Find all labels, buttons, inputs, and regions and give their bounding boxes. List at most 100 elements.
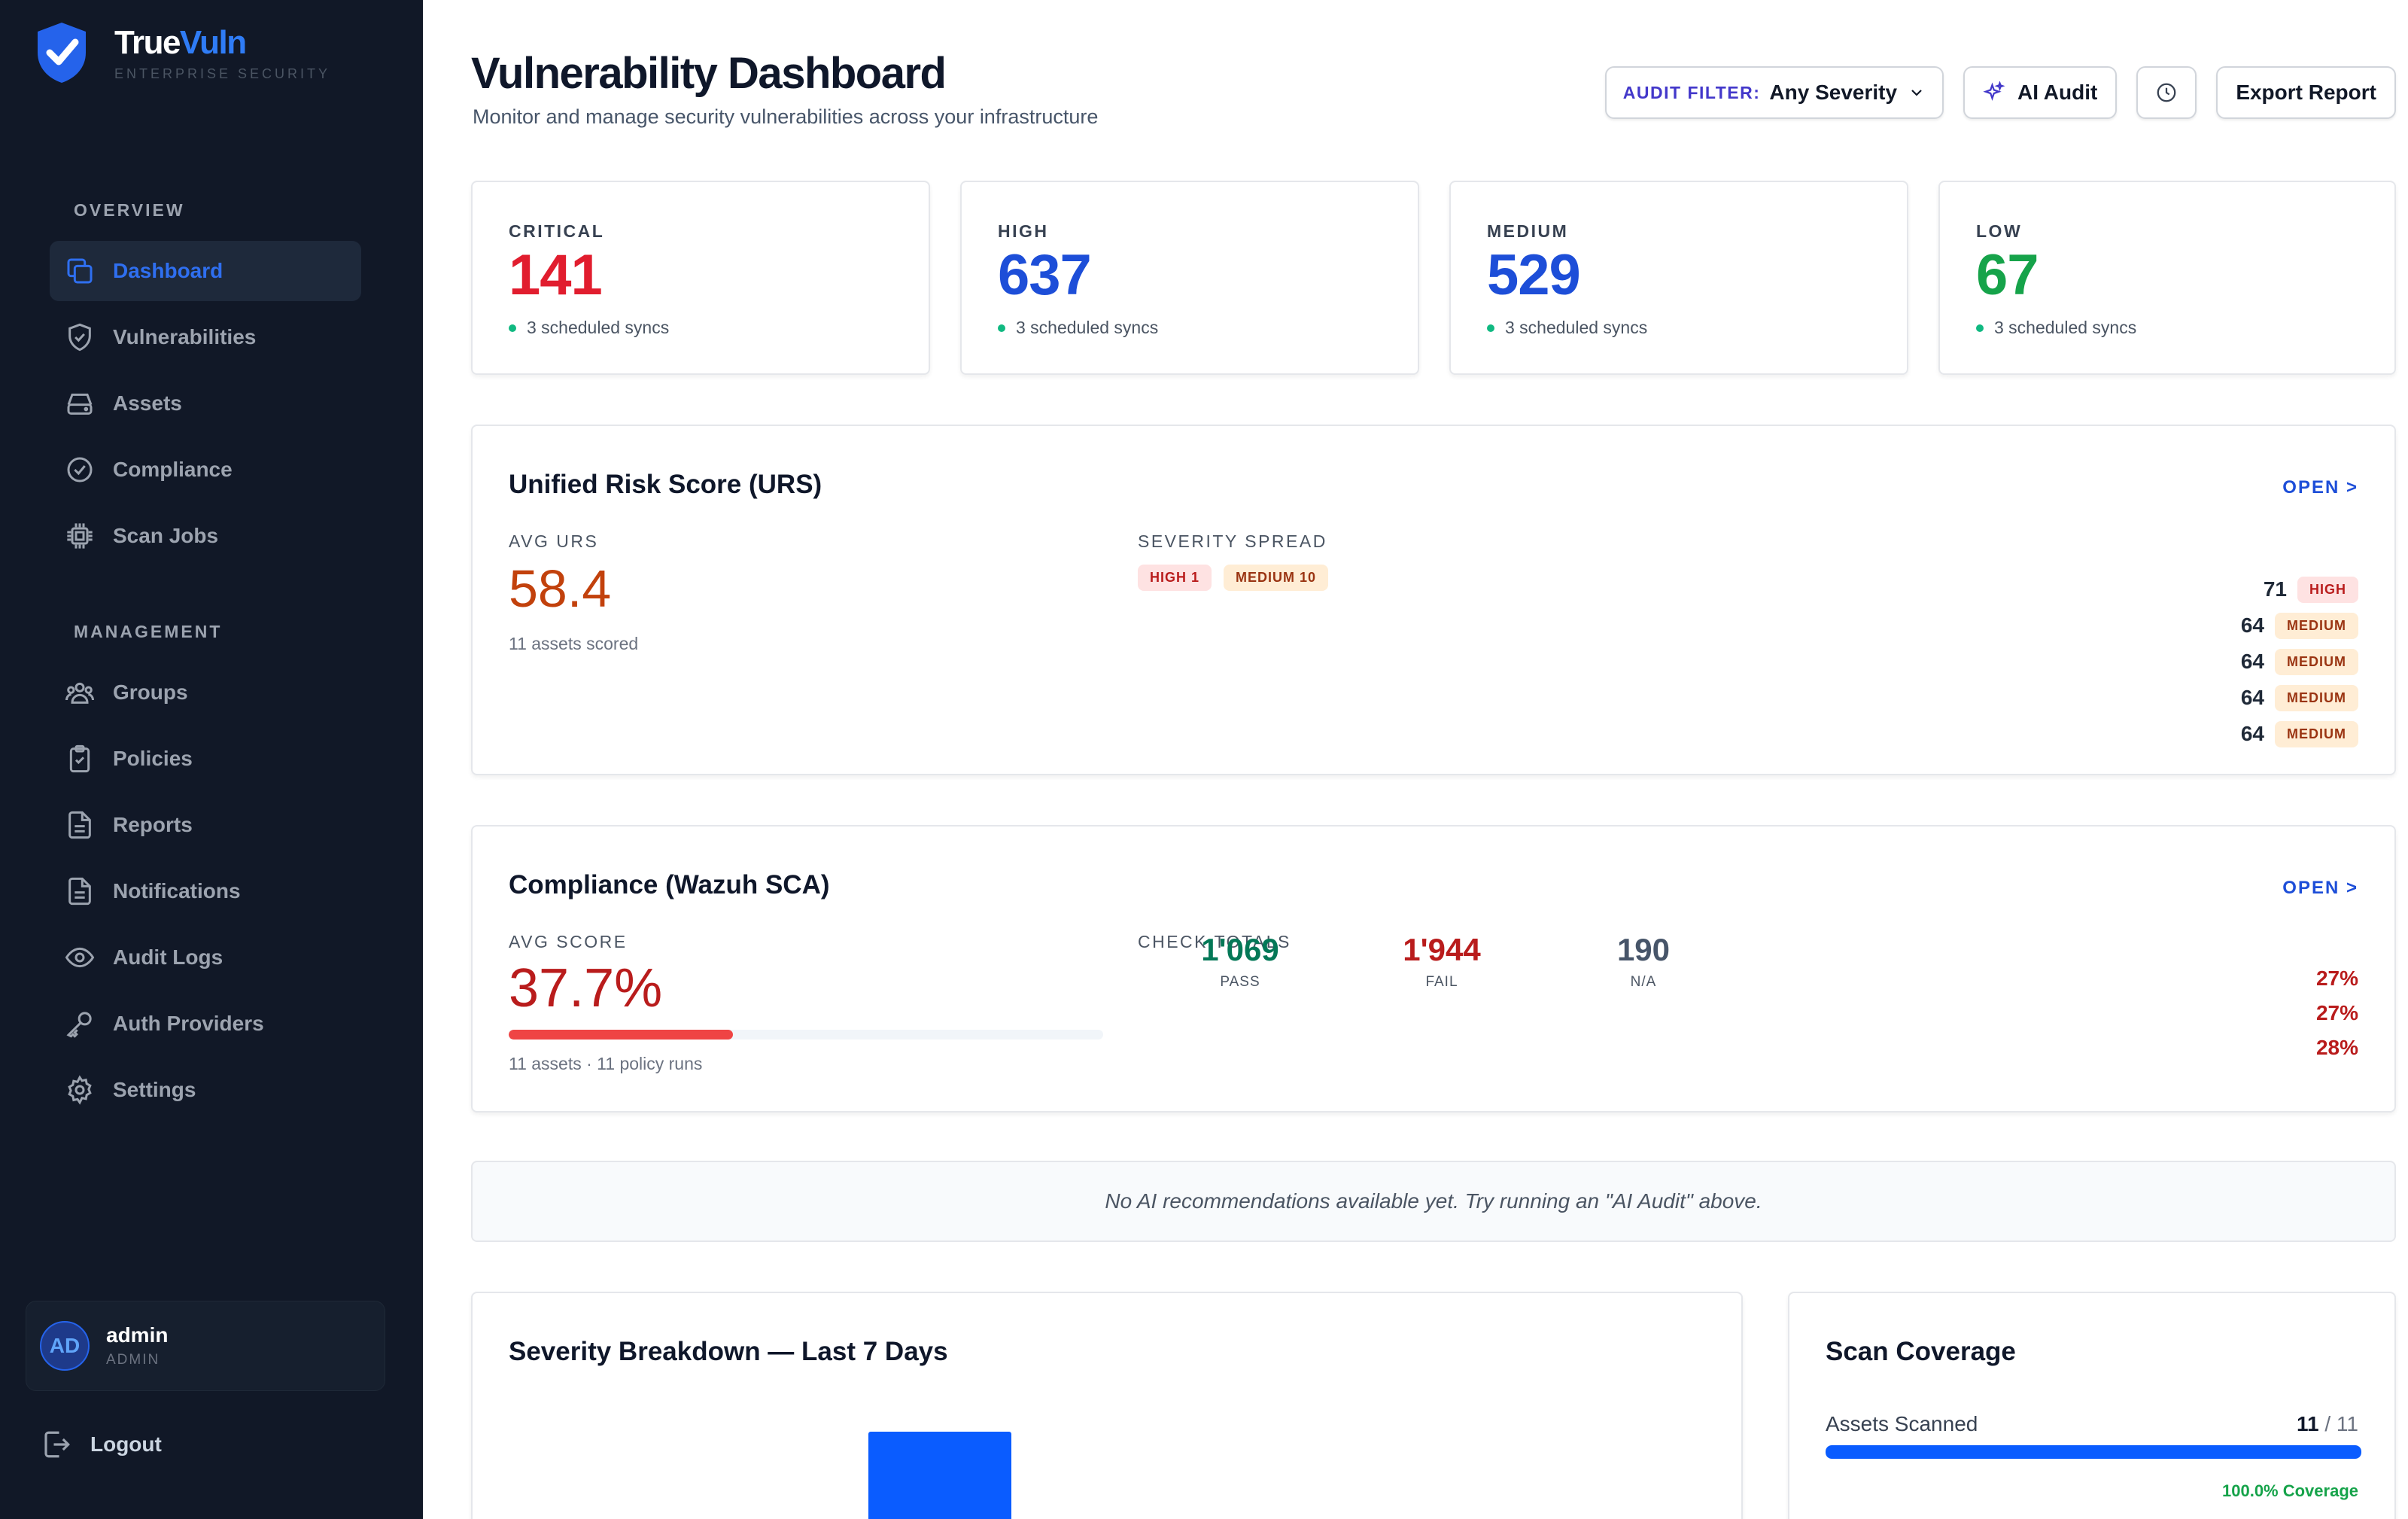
stat-label: CRITICAL	[509, 221, 605, 241]
coverage-progress	[1826, 1445, 2361, 1459]
list-item[interactable]: 64 MEDIUM	[2241, 647, 2358, 676]
stat-value: 529	[1487, 243, 1581, 307]
spread-pill-high: HIGH 1	[1138, 565, 1212, 591]
history-button[interactable]	[2136, 66, 2197, 119]
stat-footnote: 3 scheduled syncs	[998, 318, 1158, 338]
logout-icon	[44, 1431, 70, 1458]
avatar: AD	[40, 1321, 90, 1371]
stat-label: MEDIUM	[1487, 221, 1569, 241]
shield-check-logo-icon	[38, 23, 86, 83]
audit-filter-select[interactable]: AUDIT FILTER: Any Severity	[1604, 66, 1944, 119]
stat-label: LOW	[1976, 221, 2023, 241]
check-circle-icon	[63, 453, 96, 486]
document-icon	[63, 808, 96, 842]
audit-filter-value: Any Severity	[1769, 81, 1898, 104]
sidebar-item-label: Assets	[113, 391, 182, 415]
severity-badge: MEDIUM	[2275, 684, 2358, 711]
compliance-card: Compliance (Wazuh SCA) OPEN > AVG SCORE …	[471, 825, 2396, 1113]
hard-drive-icon	[63, 387, 96, 420]
brand-name: TrueVuln	[114, 24, 247, 61]
audit-filter-label: AUDIT FILTER:	[1622, 82, 1761, 102]
sidebar-item-label: Notifications	[113, 879, 241, 903]
sidebar-item-groups[interactable]: Groups	[50, 662, 361, 723]
export-report-button[interactable]: Export Report	[2216, 66, 2396, 119]
stat-card-low[interactable]: LOW 67 3 scheduled syncs	[1938, 181, 2396, 375]
stat-card-high[interactable]: HIGH 637 3 scheduled syncs	[960, 181, 1419, 375]
compliance-open-link[interactable]: OPEN >	[2282, 878, 2358, 898]
urs-open-link[interactable]: OPEN >	[2282, 477, 2358, 498]
brand[interactable]: TrueVuln ENTERPRISE SECURITY	[35, 21, 330, 84]
nav-section-management: MANAGEMENT	[74, 622, 223, 641]
sidebar-item-label: Groups	[113, 680, 188, 704]
stat-footnote: 3 scheduled syncs	[1976, 318, 2136, 338]
stat-card-medium[interactable]: MEDIUM 529 3 scheduled syncs	[1449, 181, 1908, 375]
stat-footnote: 3 scheduled syncs	[509, 318, 669, 338]
sparkles-icon	[1983, 81, 2005, 101]
top-urs-list: 71 HIGH 64 MEDIUM 64 MEDIUM 64 MEDIUM 64 MEDI…	[2241, 575, 2358, 748]
avg-score-progress-fill	[509, 1030, 733, 1040]
stat-value: 67	[1976, 243, 2039, 307]
severity-badge: MEDIUM	[2275, 720, 2358, 747]
list-item[interactable]: 64 MEDIUM	[2241, 720, 2358, 748]
check-total-fail: 1'944 FAIL	[1403, 932, 1481, 990]
severity-breakdown-title: Severity Breakdown — Last 7 Days	[509, 1337, 948, 1366]
compliance-percent-list: 27% 27% 28%	[2316, 966, 2358, 1060]
list-item[interactable]: 27%	[2315, 1001, 2358, 1024]
user-card[interactable]: AD admin ADMIN	[26, 1301, 385, 1391]
list-item[interactable]: 64 MEDIUM	[2241, 611, 2358, 640]
main-content: Vulnerability Dashboard Monitor and mana…	[423, 0, 2408, 1519]
severity-spread-label: SEVERITY SPREAD	[1138, 531, 1327, 551]
stat-footnote: 3 scheduled syncs	[1487, 318, 1647, 338]
sidebar-item-notifications[interactable]: Notifications	[50, 861, 361, 921]
sidebar-item-label: Scan Jobs	[113, 524, 219, 547]
sidebar-item-label: Reports	[113, 813, 193, 836]
list-item[interactable]: 64 MEDIUM	[2241, 683, 2358, 712]
avg-score-value: 37.7%	[509, 958, 663, 1018]
status-dot	[509, 324, 516, 332]
status-dot	[1487, 324, 1494, 332]
clock-icon	[2157, 83, 2176, 102]
clipboard-check-icon	[63, 742, 96, 775]
ai-audit-button[interactable]: AI Audit	[1963, 66, 2118, 119]
ai-audit-label: AI Audit	[2017, 81, 2098, 104]
status-dot	[1976, 324, 1984, 332]
list-item[interactable]: 71 HIGH	[2264, 575, 2358, 604]
chevron-down-icon	[1911, 90, 1922, 96]
document-icon	[63, 875, 96, 908]
export-report-label: Export Report	[2236, 81, 2376, 104]
assets-scanned-count: 11 / 11	[2296, 1412, 2358, 1435]
sidebar-item-assets[interactable]: Assets	[50, 373, 361, 434]
check-total-pass: 1'069 PASS	[1201, 932, 1279, 990]
assets-scanned-label: Assets Scanned	[1826, 1412, 1978, 1435]
gear-icon	[63, 1073, 96, 1107]
brand-subtitle: ENTERPRISE SECURITY	[114, 66, 331, 81]
sidebar-item-label: Audit Logs	[113, 945, 223, 969]
sidebar-item-auth-providers[interactable]: Auth Providers	[50, 994, 361, 1054]
sidebar-item-scan-jobs[interactable]: Scan Jobs	[50, 506, 361, 566]
header-actions: AUDIT FILTER: Any Severity AI Audit Expo…	[1604, 66, 2396, 119]
status-dot	[998, 324, 1005, 332]
sidebar-item-audit-logs[interactable]: Audit Logs	[50, 927, 361, 988]
sidebar-item-reports[interactable]: Reports	[50, 795, 361, 855]
sidebar-item-policies[interactable]: Policies	[50, 729, 361, 789]
urs-card: Unified Risk Score (URS) OPEN > AVG URS …	[471, 425, 2396, 775]
stat-label: HIGH	[998, 221, 1049, 241]
user-name: admin	[106, 1323, 169, 1347]
copy-squares-icon	[63, 254, 96, 288]
scan-coverage-title: Scan Coverage	[1826, 1337, 2016, 1366]
list-item[interactable]: 27%	[2315, 966, 2358, 990]
stat-card-critical[interactable]: CRITICAL 141 3 scheduled syncs	[471, 181, 930, 375]
list-item[interactable]: 28%	[2315, 1036, 2358, 1059]
sidebar-item-compliance[interactable]: Compliance	[50, 440, 361, 500]
logout-button[interactable]: Logout	[41, 1429, 162, 1460]
sidebar-item-dashboard[interactable]: Dashboard	[50, 241, 361, 301]
assets-scored: 11 assets scored	[509, 634, 639, 653]
chart-bar[interactable]	[868, 1432, 1011, 1519]
compliance-title: Compliance (Wazuh SCA)	[509, 870, 830, 900]
sidebar-item-label: Vulnerabilities	[113, 325, 257, 349]
sidebar-item-vulnerabilities[interactable]: Vulnerabilities	[50, 307, 361, 367]
urs-title: Unified Risk Score (URS)	[509, 470, 822, 499]
sidebar-item-label: Dashboard	[113, 259, 223, 282]
sidebar-item-settings[interactable]: Settings	[50, 1060, 361, 1120]
severity-badge: MEDIUM	[2275, 612, 2358, 639]
